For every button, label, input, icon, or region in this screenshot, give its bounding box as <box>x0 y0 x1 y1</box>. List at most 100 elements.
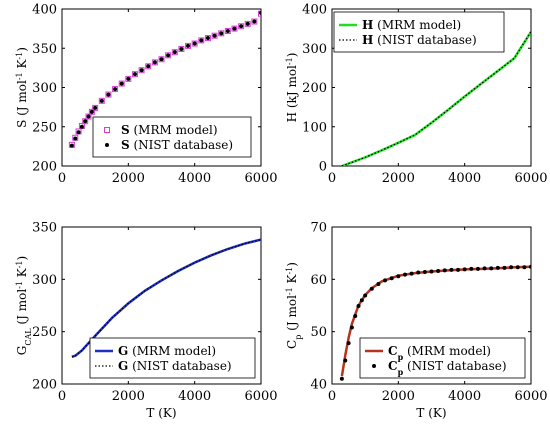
data-point-square <box>185 42 192 49</box>
data-point-dot <box>356 304 361 309</box>
data-point-dot <box>475 266 480 271</box>
data-point-square <box>88 108 95 115</box>
legend: G (MRM model)G (NIST database) <box>89 337 256 379</box>
data-point-dot <box>396 274 401 279</box>
data-point-dot <box>159 57 164 62</box>
data-point-dot <box>126 76 131 81</box>
x-tick-label: 6000 <box>514 171 547 186</box>
data-point-dot <box>383 278 388 283</box>
legend-box <box>359 337 526 379</box>
data-point-square <box>258 10 261 17</box>
x-tick-label: 2000 <box>112 171 145 186</box>
data-point-dot <box>346 341 351 346</box>
y-tick-label: 200 <box>32 378 57 393</box>
data-point-dot <box>469 266 474 271</box>
y-tick-label: 40 <box>310 378 327 393</box>
legend-label: H (MRM model) <box>362 18 461 32</box>
x-tick-label: 0 <box>58 171 66 186</box>
data-point-dot <box>409 271 414 276</box>
data-point-square <box>244 20 251 27</box>
legend-box <box>92 116 252 158</box>
data-point-square <box>112 86 119 93</box>
data-point-dot <box>205 36 210 41</box>
data-point-dot <box>79 124 84 129</box>
data-point-dot <box>186 43 191 48</box>
legend-box <box>333 11 505 53</box>
legend-label: S (NIST database) <box>121 138 233 152</box>
y-tick-label: 60 <box>310 273 327 288</box>
legend: H (MRM model)H (NIST database) <box>333 11 505 53</box>
x-tick-label: 0 <box>328 171 336 186</box>
data-point-dot <box>339 376 344 381</box>
plot-area <box>341 31 531 166</box>
x-tick-label: 4000 <box>178 171 211 186</box>
legend-label: Cp (MRM model) <box>388 344 491 362</box>
legend: S (MRM model)S (NIST database) <box>92 116 252 158</box>
data-point-dot <box>509 265 514 270</box>
data-point-dot <box>212 33 217 38</box>
data-point-dot <box>363 293 368 298</box>
data-point-dot <box>402 272 407 277</box>
y-tick-label: 0 <box>319 160 327 175</box>
y-axis-label: GCAL (J mol-1 K-1) <box>15 256 33 355</box>
series-line-2 <box>341 31 531 166</box>
data-point-square <box>231 25 238 32</box>
x-tick-label: 2000 <box>382 389 415 404</box>
legend: Cp (MRM model)Cp (NIST database) <box>359 337 526 379</box>
y-axis-label: S (J mol-1 K-1) <box>15 47 30 128</box>
data-point-dot <box>529 264 531 269</box>
data-point-dot <box>89 109 94 114</box>
legend-label: H (NIST database) <box>362 33 477 47</box>
data-point-dot <box>436 268 441 273</box>
data-point-dot <box>199 38 204 43</box>
x-tick-label: 0 <box>328 389 336 404</box>
data-point-dot <box>422 270 427 275</box>
y-tick-label: 250 <box>32 325 57 340</box>
data-point-dot <box>489 266 494 271</box>
data-point-dot <box>495 265 500 270</box>
data-point-dot <box>353 313 358 318</box>
data-point-dot <box>359 298 364 303</box>
y-axis-label: Cp (J mol-1 K-1) <box>285 262 303 349</box>
chart-panel-1: 0 2000 4000 6000 200 250 300 350 400 S (J mol-1 K… <box>15 3 278 187</box>
data-point-dot <box>146 64 151 69</box>
data-point-dot <box>369 286 374 291</box>
y-tick-label: 300 <box>32 273 57 288</box>
data-point-dot <box>252 19 257 24</box>
x-axis-label: T (K) <box>416 406 446 420</box>
legend-marker-square <box>104 127 110 133</box>
data-point-dot <box>113 87 118 92</box>
plot-area <box>71 238 261 358</box>
legend-label: S (MRM model) <box>121 123 218 137</box>
x-tick-label: 6000 <box>514 389 547 404</box>
data-point-square <box>158 56 165 63</box>
axes-box <box>331 226 532 385</box>
data-point-dot <box>389 276 394 281</box>
data-point-square <box>251 18 258 25</box>
legend-label: G (MRM model) <box>118 344 216 358</box>
data-point-dot <box>76 130 81 135</box>
legend-label: Cp (NIST database) <box>388 359 507 377</box>
data-point-square <box>85 113 92 120</box>
data-point-square <box>198 37 205 44</box>
data-point-dot <box>166 53 171 58</box>
data-point-dot <box>86 114 91 119</box>
plot-area <box>339 264 531 381</box>
y-tick-label: 100 <box>302 120 327 135</box>
data-point-dot <box>93 105 98 110</box>
y-tick-label: 350 <box>32 42 57 57</box>
chart-panel-4: 0 2000 4000 6000 40 50 60 70 T (K) Cp (J mol-1 K-… <box>285 221 548 421</box>
data-point-dot <box>225 28 230 33</box>
data-point-square <box>131 71 138 78</box>
data-point-dot <box>73 136 78 141</box>
data-point-dot <box>416 270 421 275</box>
data-point-dot <box>99 98 104 103</box>
data-point-square <box>105 91 112 98</box>
data-point-dot <box>219 31 224 36</box>
data-point-dot <box>179 47 184 52</box>
data-point-dot <box>239 24 244 29</box>
data-point-dot <box>232 26 237 31</box>
data-point-square <box>165 52 172 59</box>
data-point-dot <box>83 119 88 124</box>
